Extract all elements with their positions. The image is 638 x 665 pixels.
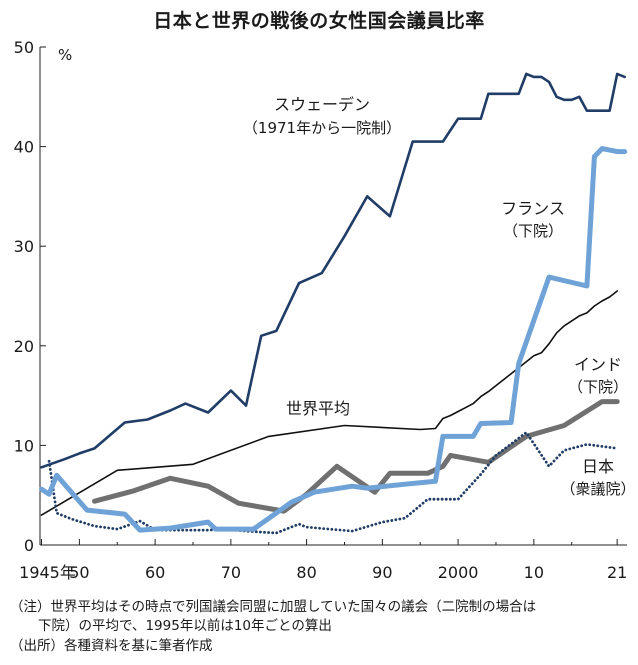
x-tick-label: 21 xyxy=(607,563,627,582)
series-label-sweden: スウェーデン xyxy=(274,95,370,114)
y-tick-label: 10 xyxy=(14,436,34,455)
source-note: （出所）各種資料を基に筆者作成 xyxy=(10,638,213,654)
series-label-france: フランス xyxy=(501,199,565,218)
y-tick-label: 50 xyxy=(14,38,34,57)
y-tick-label: 20 xyxy=(14,337,34,356)
series-line-india xyxy=(92,399,620,514)
footnote-text: （注）世界平均はその時点で列国議会同盟に加盟していた国々の議会（二院制の場合は xyxy=(10,599,537,615)
y-tick-label: 30 xyxy=(14,237,34,256)
series-label-world: 世界平均 xyxy=(286,399,350,418)
footnote-text-continued: 下院）の平均で、1995年以前は10年ごとの算出 xyxy=(38,618,332,634)
series-line-japan xyxy=(47,431,619,535)
x-tick-label: 2000 xyxy=(438,563,479,582)
series-label-india: インド xyxy=(574,355,622,374)
x-tick-label: 1945年 xyxy=(19,563,76,582)
series-sublabel-france: （下院） xyxy=(503,222,563,240)
series-label-japan: 日本 xyxy=(582,457,614,476)
x-tick-label: 60 xyxy=(145,563,165,582)
x-tick-label: 90 xyxy=(372,563,392,582)
x-tick-label: 50 xyxy=(69,563,89,582)
series-sublabel-india: （下院） xyxy=(568,378,628,396)
series-line-france xyxy=(39,146,628,533)
y-tick-label: 0 xyxy=(24,536,34,555)
y-unit-label: % xyxy=(58,46,72,64)
series-layer xyxy=(39,72,628,535)
series-line-sweden xyxy=(40,72,626,469)
series-sublabel-sweden: （1971年から一院制） xyxy=(243,119,401,137)
series-line-world xyxy=(40,290,618,516)
x-tick-label: 80 xyxy=(296,563,316,582)
chart-title: 日本と世界の戦後の女性国会議員比率 xyxy=(153,10,485,32)
series-labels: スウェーデン （1971年から一院制） フランス （下院） 世界平均 インド （下院） 日本 （… xyxy=(243,95,636,498)
x-tick-label: 10 xyxy=(524,563,544,582)
series-sublabel-japan: （衆議院） xyxy=(560,480,635,498)
x-tick-label: 70 xyxy=(221,563,241,582)
y-tick-label: 40 xyxy=(14,138,34,157)
